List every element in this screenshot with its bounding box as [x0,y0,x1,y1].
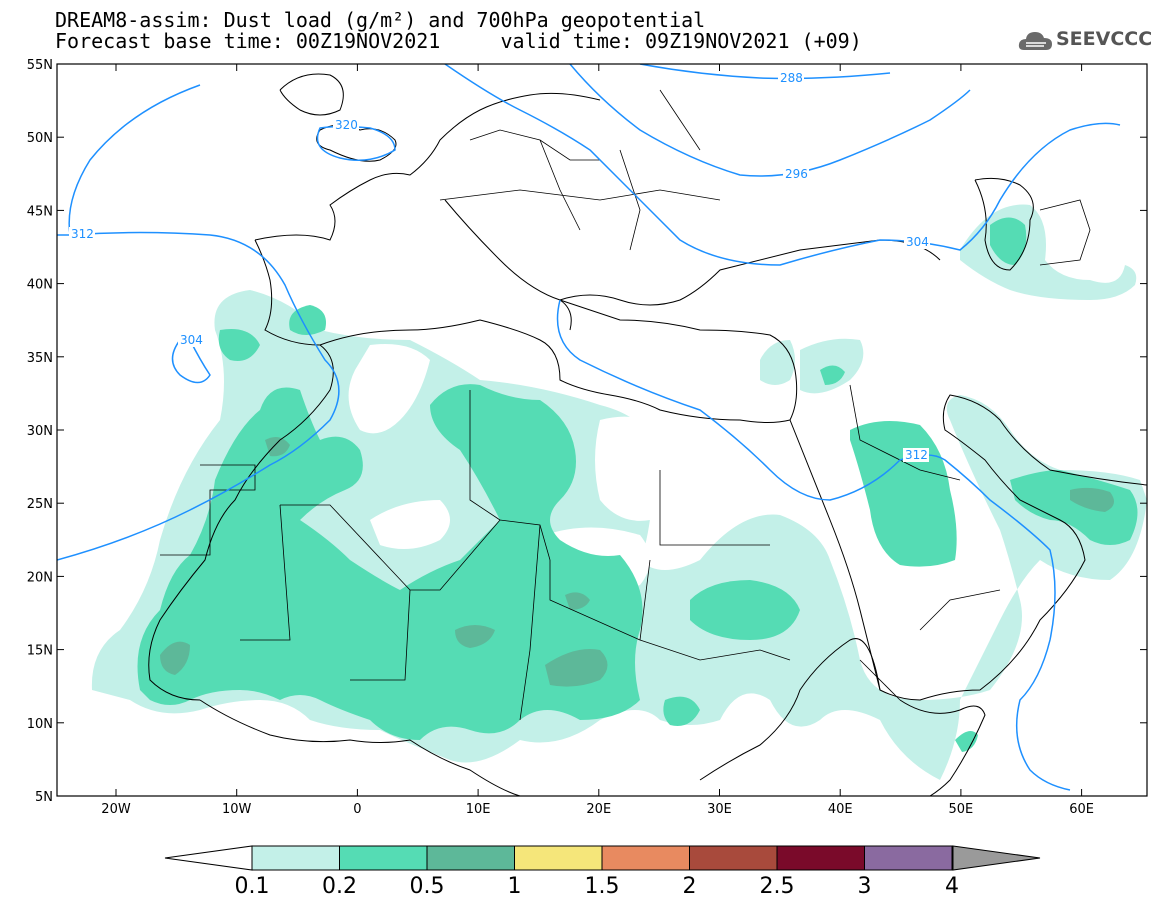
lon-label: 50E [949,802,974,817]
lat-label: 55N [27,58,53,73]
dust-level-dark [160,436,1114,687]
colorbar-label: 2.5 [760,874,795,899]
colorbar-label: 0.1 [235,874,270,899]
lat-label: 50N [27,131,53,146]
country-borders [160,89,1091,721]
coastlines [148,73,1147,796]
dust-level-medium [137,217,1138,752]
lon-label: 40E [828,802,853,817]
contour-labels: 288 296 304 312 320 304 312 [69,71,930,462]
contour-label: 304 [180,333,203,347]
contour-label: 304 [906,235,929,249]
colorbar-cell [251,845,340,871]
lon-label: 30E [707,802,732,817]
lon-label: 10E [466,802,491,817]
colorbar-label: 4 [945,874,959,899]
contour-label: 312 [905,448,928,462]
colorbar-label: 0.2 [322,874,357,899]
colorbar-label: 0.5 [410,874,445,899]
lat-label: 5N [35,790,53,805]
lon-label: 60E [1069,802,1094,817]
seevccc-logo: SEEVCCC [1018,28,1158,54]
lat-label: 30N [27,424,53,439]
contour-label: 288 [780,71,803,85]
colorbar-high-arrow [952,845,1041,871]
lat-label: 10N [27,717,53,732]
dust-shading [91,204,1147,780]
colorbar-cell [426,845,515,871]
logo-text: SEEVCCC [1056,28,1153,50]
colorbar-cell [601,845,690,871]
contour-label: 312 [71,227,94,241]
lat-label: 45N [27,204,53,219]
geopotential-contours [57,64,1121,791]
lat-label: 40N [27,278,53,293]
colorbar-cell [689,845,778,871]
colorbar-cell [864,845,953,871]
colorbar-label: 1.5 [585,874,620,899]
colorbar: 0.1 0.2 0.5 1 1.5 2 2.5 3 4 [164,845,1041,899]
lon-label: 20W [101,802,131,817]
title-line-1: DREAM8-assim: Dust load (g/m²) and 700hP… [55,8,706,32]
cloud-icon [1018,32,1052,50]
colorbar-low-arrow [164,845,253,871]
lon-label: 0 [353,802,361,817]
lon-label: 20E [586,802,611,817]
colorbar-cell [514,845,603,871]
colorbar-label: 1 [508,874,522,899]
lat-label: 25N [27,497,53,512]
map-title: DREAM8-assim: Dust load (g/m²) and 700hP… [55,10,862,52]
lon-label: 10W [222,802,252,817]
colorbar-label: 2 [683,874,697,899]
title-line-2: Forecast base time: 00Z19NOV2021 valid t… [55,29,862,53]
colorbar-cell [339,845,428,871]
lat-label: 20N [27,570,53,585]
longitude-axis: 20W 10W 0 10E 20E 30E 40E 50E 60E [101,64,1094,817]
colorbar-cell [776,845,865,871]
latitude-axis: 55N 50N 45N 40N 35N 30N 25N 20N 15N 10N 5N [27,58,1147,805]
colorbar-label: 3 [858,874,872,899]
contour-label: 320 [335,118,358,132]
contour-label: 296 [785,167,808,181]
lat-label: 15N [27,644,53,659]
lat-label: 35N [27,351,53,366]
